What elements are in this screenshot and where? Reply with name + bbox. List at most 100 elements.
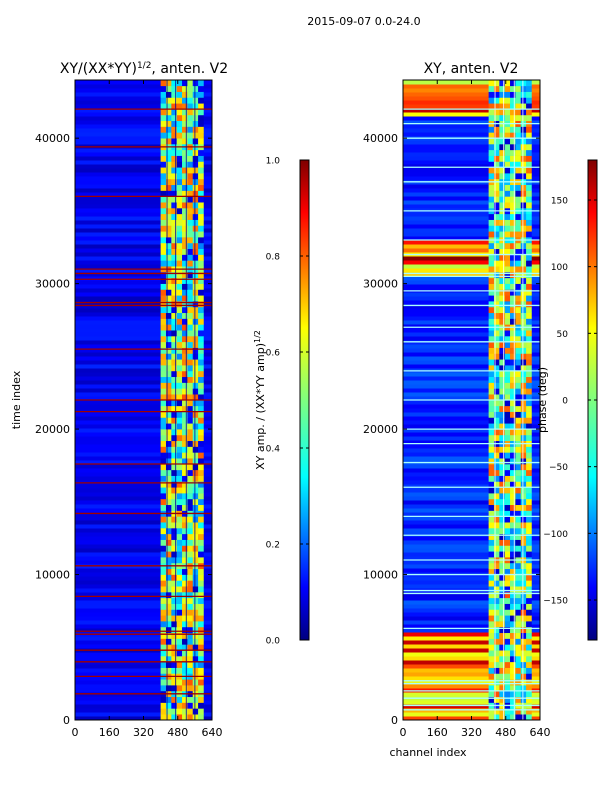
heatmap-block	[171, 446, 177, 453]
heatmap-block	[171, 219, 177, 226]
heatmap-block	[488, 347, 495, 354]
heatmap-block	[160, 644, 167, 651]
heatmap-block	[187, 714, 194, 720]
heatmap-block	[187, 330, 194, 337]
heatmap-block	[504, 586, 511, 593]
heatmap-row	[75, 336, 212, 341]
x-tick-label: 160	[99, 726, 120, 739]
heatmap-block	[493, 225, 500, 232]
heatmap-block	[187, 481, 194, 488]
heatmap-block	[165, 498, 172, 506]
heatmap-block	[520, 400, 527, 407]
heatmap-block	[182, 85, 188, 92]
heatmap-block	[198, 568, 204, 575]
heatmap-block	[182, 306, 188, 314]
heatmap-block	[171, 469, 177, 476]
left-panel: XY/(XX*YY)1/2, anten. V2 0 160 320 480 64001…	[10, 61, 228, 739]
heatmap-block	[499, 493, 505, 500]
heatmap-block	[198, 330, 204, 337]
heatmap-block	[526, 318, 532, 325]
heatmap-block	[520, 336, 527, 343]
heatmap-block	[515, 341, 522, 348]
heatmap-block	[499, 91, 505, 98]
heatmap-block	[493, 446, 500, 453]
heatmap-block	[520, 469, 527, 476]
heatmap-block	[504, 266, 511, 273]
heatmap-block	[510, 260, 516, 267]
heatmap-row	[403, 604, 540, 609]
heatmap-block	[171, 452, 177, 459]
heatmap-block	[526, 562, 532, 570]
heatmap-block	[160, 667, 167, 674]
heatmap-block	[488, 144, 495, 151]
heatmap-row	[75, 688, 212, 693]
heatmap-block	[504, 353, 511, 360]
heatmap-block	[515, 661, 522, 668]
heatmap-block	[488, 365, 495, 372]
heatmap-block	[160, 661, 167, 668]
heatmap-block	[171, 626, 177, 634]
heatmap-block	[171, 493, 177, 500]
heatmap-block	[499, 411, 505, 418]
heatmap-row	[75, 528, 212, 533]
heatmap-block	[182, 382, 188, 389]
heatmap-block	[488, 592, 495, 599]
heatmap-block	[499, 469, 505, 476]
colorbar-tick-label: 50	[557, 330, 569, 340]
heatmap-block	[171, 347, 177, 354]
heatmap-block	[182, 458, 188, 465]
heatmap-block	[192, 464, 199, 471]
heatmap-block	[176, 667, 183, 674]
heatmap-block	[504, 475, 511, 482]
heatmap-row	[403, 336, 540, 341]
heatmap-block	[515, 295, 522, 302]
heatmap-block	[160, 702, 167, 709]
heatmap-block	[171, 370, 177, 378]
heatmap-block	[182, 464, 188, 471]
heatmap-block	[198, 149, 204, 156]
heatmap-block	[499, 423, 505, 430]
x-tick-label: 160	[427, 726, 448, 739]
heatmap-block	[520, 586, 527, 593]
heatmap-block	[198, 109, 204, 116]
heatmap-block	[493, 498, 500, 506]
heatmap-block	[488, 551, 495, 558]
heatmap-block	[499, 301, 505, 308]
heatmap-block	[171, 167, 177, 174]
heatmap-block	[493, 481, 500, 488]
heatmap-block	[165, 429, 172, 436]
heatmap-block	[176, 400, 183, 407]
heatmap-block	[499, 545, 505, 552]
heatmap-block	[504, 545, 511, 552]
heatmap-block	[160, 423, 167, 430]
heatmap-block	[488, 411, 495, 418]
heatmap-block	[182, 301, 188, 308]
heatmap-block	[510, 481, 516, 488]
heatmap-block	[198, 213, 204, 220]
heatmap-block	[182, 260, 188, 267]
heatmap-row	[75, 580, 212, 585]
heatmap-block	[198, 97, 204, 104]
heatmap-block	[493, 277, 500, 284]
heatmap-block	[520, 138, 527, 145]
heatmap-block	[182, 429, 188, 436]
heatmap-block	[160, 429, 167, 436]
heatmap-block	[499, 266, 505, 273]
heatmap-block	[526, 516, 532, 523]
heatmap-block	[182, 487, 188, 494]
heatmap-block	[520, 242, 527, 250]
heatmap-block	[520, 580, 527, 587]
heatmap-block	[520, 190, 527, 197]
heatmap-block	[192, 586, 199, 593]
heatmap-row	[403, 540, 540, 545]
heatmap-block	[515, 231, 522, 238]
heatmap-block	[198, 557, 204, 564]
heatmap-block	[192, 301, 199, 308]
heatmap-block	[192, 173, 199, 180]
heatmap-block	[515, 219, 522, 226]
heatmap-block	[192, 609, 199, 616]
heatmap-block	[165, 434, 172, 442]
heatmap-block	[520, 528, 527, 535]
heatmap-block	[526, 539, 532, 546]
heatmap-block	[165, 685, 172, 692]
